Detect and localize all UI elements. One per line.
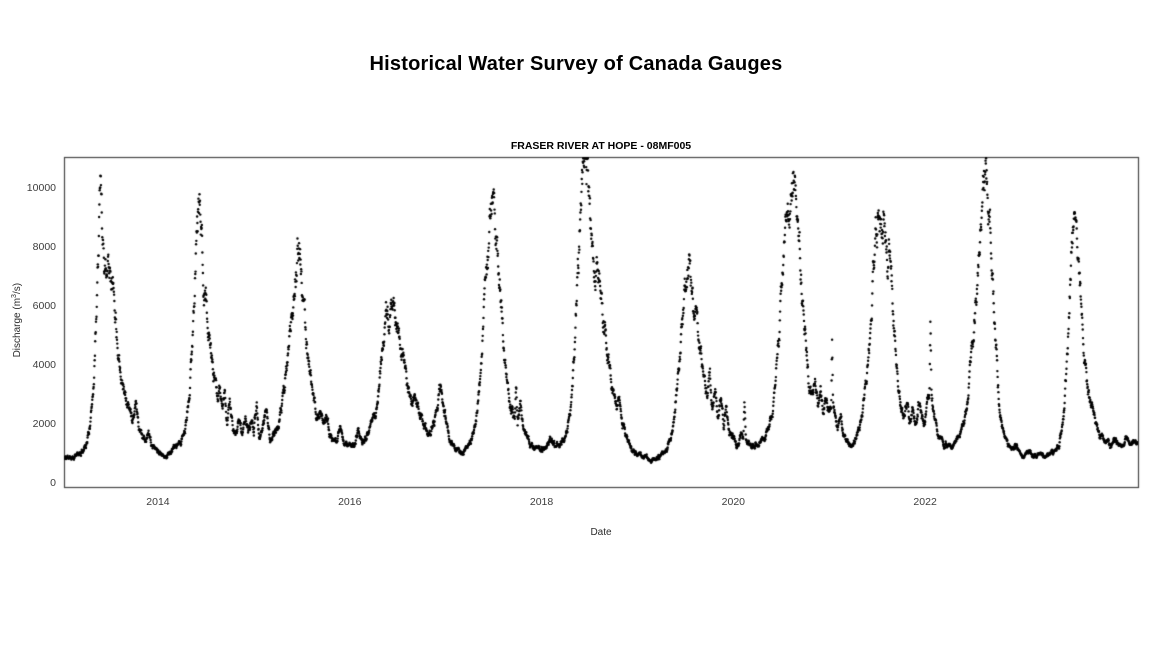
y-tick-label: 2000 <box>32 417 56 430</box>
panel-title: FRASER RIVER AT HOPE - 08MF005 <box>510 140 692 152</box>
x-axis-label: Date <box>590 527 612 538</box>
x-tick-label: 2022 <box>913 496 937 508</box>
y-axis-label-superscript: 3 <box>10 294 18 298</box>
y-tick-label: 4000 <box>32 359 56 372</box>
y-tick-label: 6000 <box>32 300 56 313</box>
x-tick-label: 2014 <box>146 496 170 508</box>
x-tick-label: 2016 <box>338 496 362 508</box>
page-title: Historical Water Survey of Canada Gauges <box>369 53 783 75</box>
x-tick-label: 2018 <box>529 496 554 508</box>
x-tick-label: 2020 <box>721 496 746 508</box>
y-axis-label-text-2: /s) <box>12 282 24 295</box>
y-tick-label: 0 <box>50 476 56 489</box>
y-axis-label: Discharge (m3/s) <box>11 264 23 376</box>
y-tick-label: 8000 <box>32 241 56 254</box>
y-axis-label-text: Discharge (m <box>12 297 24 358</box>
y-tick-label: 10000 <box>26 182 56 195</box>
